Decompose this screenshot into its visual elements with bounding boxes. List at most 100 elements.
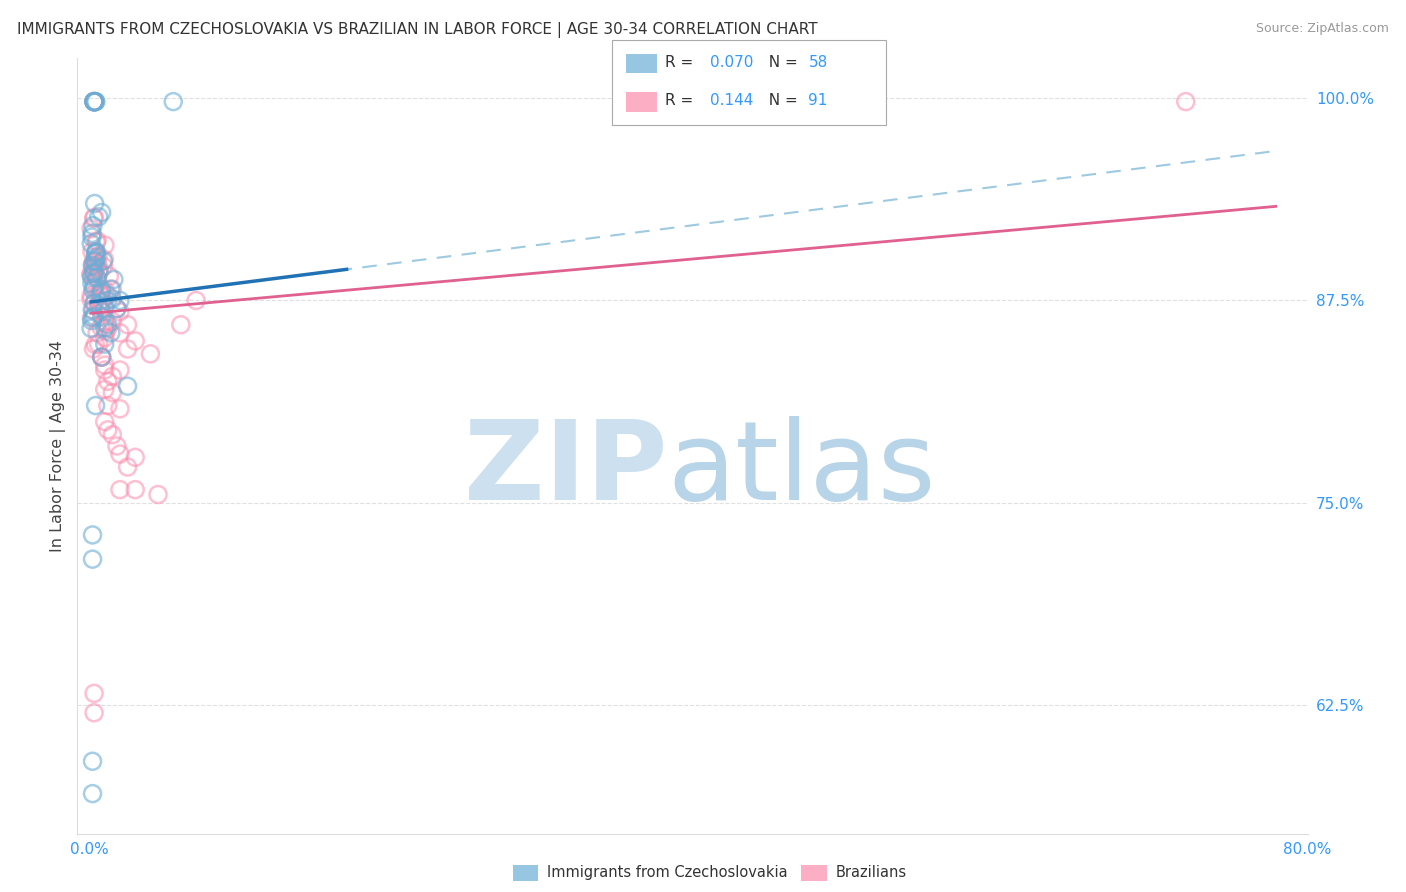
Point [84, 95, 107, 109]
Point [83, 95, 105, 109]
Point [108, 293, 131, 308]
Point [83, 309, 105, 323]
Point [82, 259, 104, 273]
Point [139, 347, 162, 361]
Point [93, 314, 115, 328]
Point [83, 266, 105, 280]
Point [83, 295, 105, 310]
Point [170, 318, 193, 332]
Point [93, 415, 115, 429]
Point [101, 427, 124, 442]
Point [93, 331, 115, 345]
Point [101, 282, 124, 296]
Text: IMMIGRANTS FROM CZECHOSLOVAKIA VS BRAZILIAN IN LABOR FORCE | AGE 30-34 CORRELATI: IMMIGRANTS FROM CZECHOSLOVAKIA VS BRAZIL… [17, 22, 817, 38]
Point [80, 310, 103, 325]
Point [90, 285, 112, 300]
Point [87, 298, 110, 312]
Point [117, 379, 139, 393]
Point [82, 303, 104, 318]
Point [90, 305, 112, 319]
Point [108, 401, 131, 416]
Point [83, 342, 105, 356]
Point [86, 250, 108, 264]
Point [82, 310, 104, 325]
Point [82, 258, 104, 272]
Point [105, 301, 128, 316]
Point [82, 227, 104, 241]
Point [117, 342, 139, 356]
Text: atlas: atlas [668, 416, 936, 523]
Point [93, 301, 115, 316]
Point [80, 321, 103, 335]
Point [1174, 95, 1197, 109]
Point [90, 205, 112, 219]
Point [82, 552, 104, 566]
Point [84, 265, 107, 279]
Point [108, 326, 131, 340]
Point [83, 255, 105, 269]
Text: ZIP: ZIP [464, 416, 668, 523]
Point [93, 383, 115, 397]
Point [98, 269, 121, 284]
Point [83, 95, 105, 109]
Point [103, 272, 125, 286]
Point [117, 460, 139, 475]
Point [83, 211, 105, 225]
Point [80, 313, 103, 327]
Point [82, 754, 104, 768]
Point [94, 238, 117, 252]
Text: 0.070: 0.070 [710, 55, 754, 70]
Point [82, 787, 104, 801]
Point [84, 246, 107, 260]
Point [86, 256, 108, 270]
Point [93, 321, 115, 335]
Point [117, 318, 139, 332]
Point [83, 265, 105, 279]
Point [105, 439, 128, 453]
Point [83, 280, 105, 294]
Point [80, 236, 103, 251]
Point [83, 95, 105, 109]
Point [83, 95, 105, 109]
Point [105, 301, 128, 316]
Point [83, 95, 105, 109]
Point [80, 293, 103, 307]
Point [82, 302, 104, 317]
Text: 91: 91 [808, 94, 828, 108]
Point [84, 244, 107, 259]
Point [80, 267, 103, 281]
Point [93, 252, 115, 267]
Point [83, 95, 105, 109]
Point [80, 277, 103, 291]
Y-axis label: In Labor Force | Age 30-34: In Labor Force | Age 30-34 [51, 340, 66, 552]
Point [80, 244, 103, 259]
Point [83, 211, 105, 226]
Point [86, 270, 108, 285]
Point [124, 334, 146, 348]
Point [80, 230, 103, 244]
Point [83, 254, 105, 268]
Point [90, 320, 112, 334]
Point [87, 264, 110, 278]
Point [97, 423, 120, 437]
Point [86, 326, 108, 340]
Point [93, 253, 115, 268]
Point [101, 369, 124, 384]
Point [82, 219, 104, 233]
Point [90, 350, 112, 364]
Point [80, 221, 103, 235]
Point [90, 283, 112, 297]
Text: 0.144: 0.144 [710, 94, 754, 108]
Point [90, 310, 112, 324]
Point [108, 447, 131, 461]
Point [184, 293, 207, 308]
Point [162, 95, 184, 109]
Point [101, 314, 124, 328]
Point [86, 271, 108, 285]
Point [87, 210, 110, 224]
Point [108, 305, 131, 319]
Point [100, 282, 122, 296]
Point [84, 245, 107, 260]
Point [83, 686, 105, 700]
Point [94, 316, 117, 330]
